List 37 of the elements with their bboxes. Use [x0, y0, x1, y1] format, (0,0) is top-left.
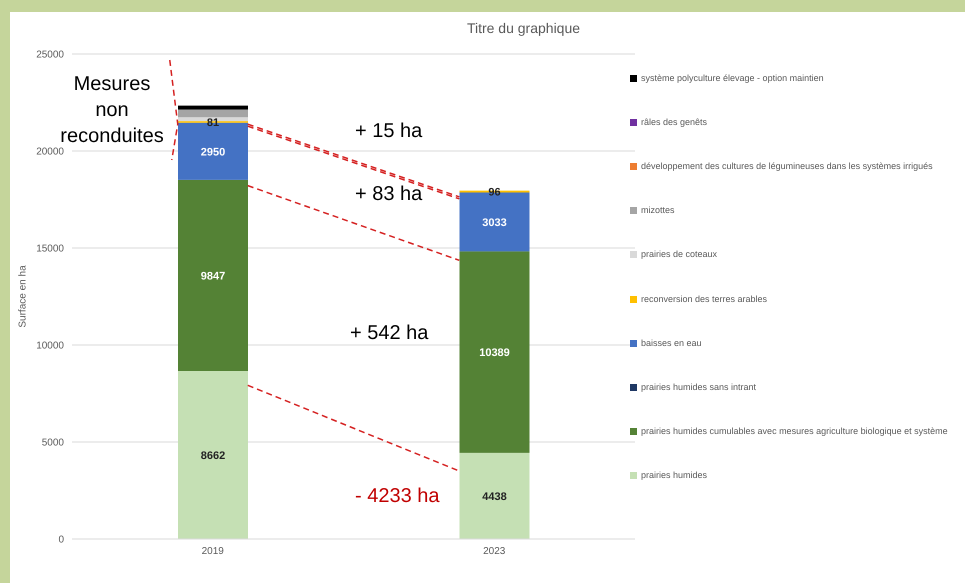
y-tick-label: 0 [58, 534, 64, 546]
bar [460, 251, 530, 453]
annotation: + 542 ha [350, 322, 430, 344]
legend-label: baisses en eau [641, 336, 702, 350]
annotation: + 15 ha [355, 120, 424, 142]
legend-label: prairies humides cumulables avec mesures agriculture biologique et système [641, 424, 948, 438]
data-label: 3033 [482, 216, 507, 229]
legend-label: système polyculture élevage - option maintien [641, 72, 824, 85]
chart-title: Titre du graphique [466, 20, 580, 36]
data-label: 9847 [200, 270, 226, 282]
annotation: + 83 ha [355, 183, 424, 205]
y-tick-label: 5000 [42, 438, 64, 449]
y-axis-title: Surface en ha [18, 264, 29, 328]
legend-label: développement des cultures de légumineuses dans les systèmes irrigués [641, 160, 933, 174]
y-tick-label: 25000 [36, 50, 64, 61]
x-tick-label: 2019 [202, 546, 224, 558]
legend-label: prairies humides [641, 468, 708, 482]
y-tick-label: 10000 [36, 340, 64, 352]
annotation: Mesures non reconduites [60, 73, 164, 147]
data-label: 4438 [482, 490, 507, 503]
legend-label: reconversion des terres arables [641, 292, 768, 306]
annotation: - 4233 ha [355, 485, 440, 507]
bar [178, 106, 248, 110]
bar [178, 180, 248, 371]
data-label: 10389 [479, 347, 510, 360]
data-label: 8662 [200, 450, 226, 462]
x-tick-label: 2023 [483, 546, 506, 558]
legend-label: râles des genêts [641, 116, 708, 130]
y-tick-label: 15000 [36, 244, 64, 255]
y-tick-label: 20000 [36, 146, 64, 158]
bar [178, 109, 248, 118]
bar [178, 370, 248, 539]
bar [460, 452, 530, 539]
legend-label: mizottes [641, 204, 675, 218]
legend-label: prairies humides sans intrant [641, 380, 756, 394]
legend-label: prairies de coteaux [641, 248, 718, 262]
data-label: 2950 [200, 146, 226, 158]
